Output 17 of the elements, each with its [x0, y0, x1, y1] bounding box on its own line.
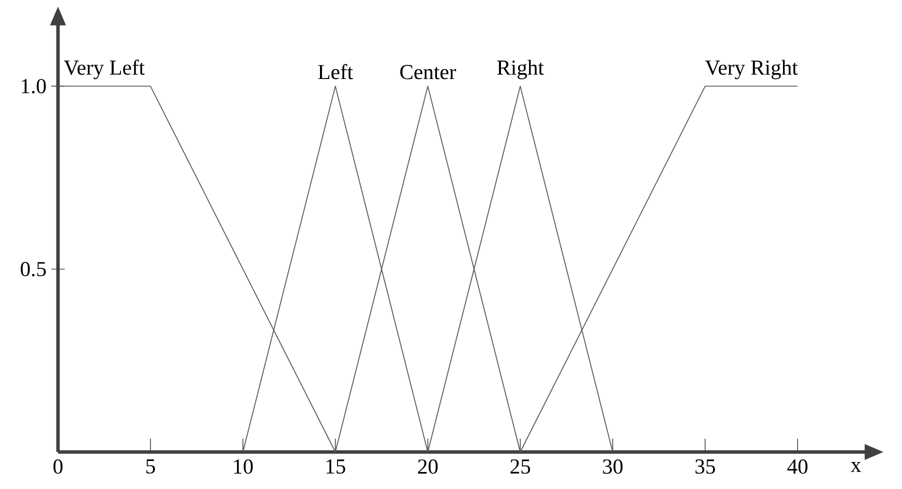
- x-tick-label: 30: [603, 459, 623, 474]
- x-tick-label: 20: [418, 459, 438, 474]
- series-label: Center: [400, 64, 456, 80]
- series-label: Very Left: [64, 60, 145, 80]
- x-axis-title: x: [850, 462, 862, 472]
- x-tick-label: 10: [234, 459, 253, 474]
- x-tick-label: 40: [787, 459, 808, 474]
- series-label: Left: [318, 64, 353, 80]
- x-tick-label: 0: [53, 459, 63, 474]
- x-tick-label: 35: [696, 459, 715, 474]
- series-label: Very Right: [705, 60, 798, 80]
- y-tick-label: 1.0: [22, 78, 46, 94]
- x-tick-label: 5: [146, 459, 155, 474]
- x-tick-label: 25: [510, 459, 530, 474]
- x-tick-label: 15: [326, 459, 346, 474]
- series-label: Right: [497, 60, 544, 80]
- y-tick-label: 0.5: [20, 262, 46, 276]
